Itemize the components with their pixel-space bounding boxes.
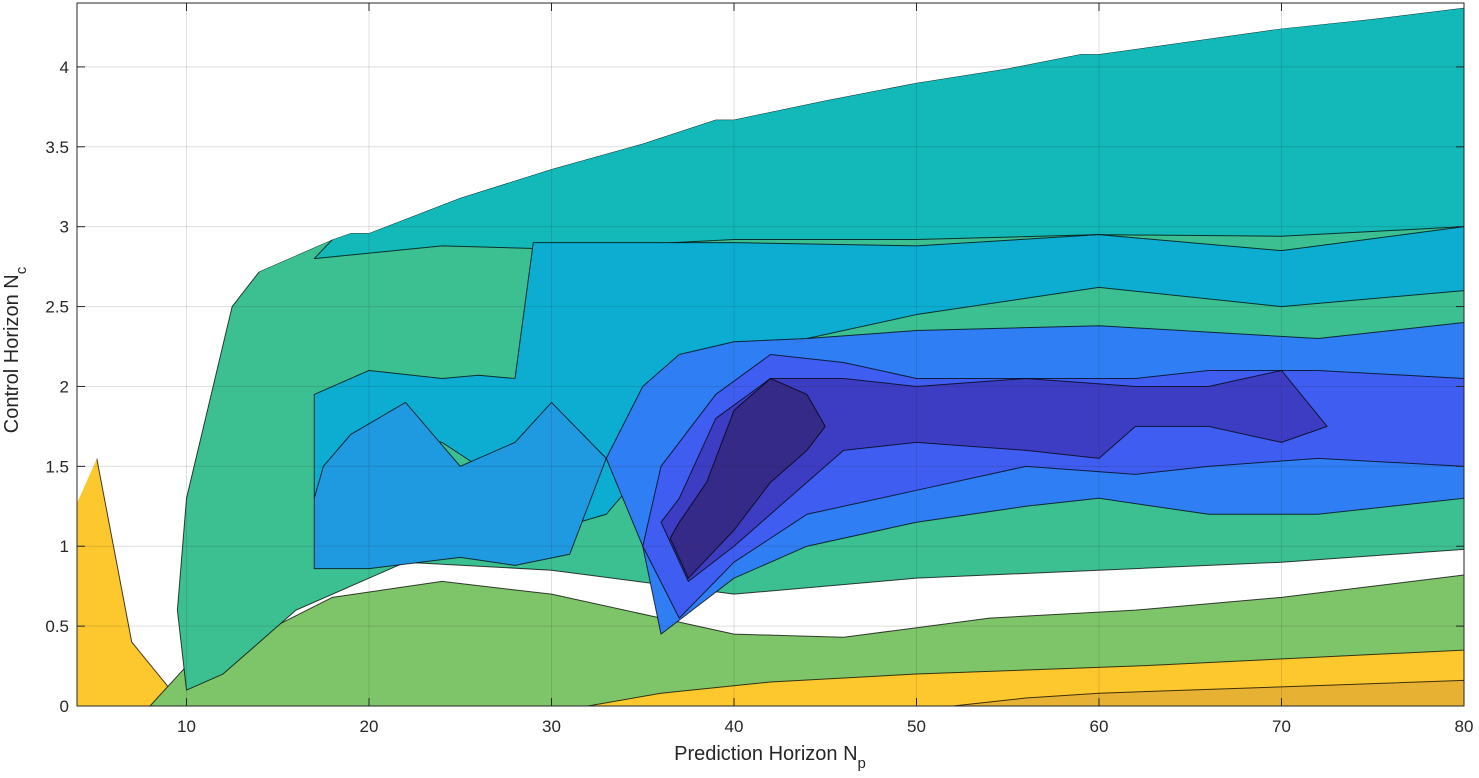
contour-region-7 xyxy=(313,401,607,570)
undefined-region-mask xyxy=(77,3,1464,504)
x-axis-label-subscript: p xyxy=(858,755,866,772)
y-tick-label: 4 xyxy=(60,58,69,77)
x-axis-label: Prediction Horizon Np xyxy=(674,743,866,772)
filled-contours xyxy=(77,3,1464,706)
x-tick-label: 50 xyxy=(907,717,926,736)
y-tick-label: 1 xyxy=(60,537,69,556)
contour-region-1 xyxy=(952,679,1464,706)
y-tick-label: 2 xyxy=(60,377,69,396)
x-tick-label: 70 xyxy=(1272,717,1291,736)
x-tick-label: 80 xyxy=(1455,717,1474,736)
x-tick-label: 40 xyxy=(725,717,744,736)
x-tick-label: 10 xyxy=(177,717,196,736)
y-tick-label: 1.5 xyxy=(45,457,69,476)
contour-region-11 xyxy=(669,377,826,579)
x-tick-label: 60 xyxy=(1090,717,1109,736)
x-tick-label: 30 xyxy=(542,717,561,736)
y-tick-label: 0 xyxy=(60,697,69,716)
x-tick-label: 20 xyxy=(360,717,379,736)
contour-region-10 xyxy=(660,369,1328,582)
y-tick-label: 2.5 xyxy=(45,298,69,317)
axis-ticks: 10 20 30 40 50 60 70 80 0 0.5 1 1.5 2 2.5 3 3.5 4 xyxy=(45,3,1473,736)
y-tick-label: 3.5 xyxy=(45,138,69,157)
grid-lines xyxy=(77,3,1465,707)
y-axis-label-subscript: c xyxy=(13,266,30,274)
y-tick-label: 3 xyxy=(60,218,69,237)
contour-region-3 xyxy=(149,574,1464,706)
y-tick-label: 0.5 xyxy=(45,617,69,636)
axes-box xyxy=(76,2,1465,707)
y-axis-label: Control Horizon Nc xyxy=(1,266,30,433)
